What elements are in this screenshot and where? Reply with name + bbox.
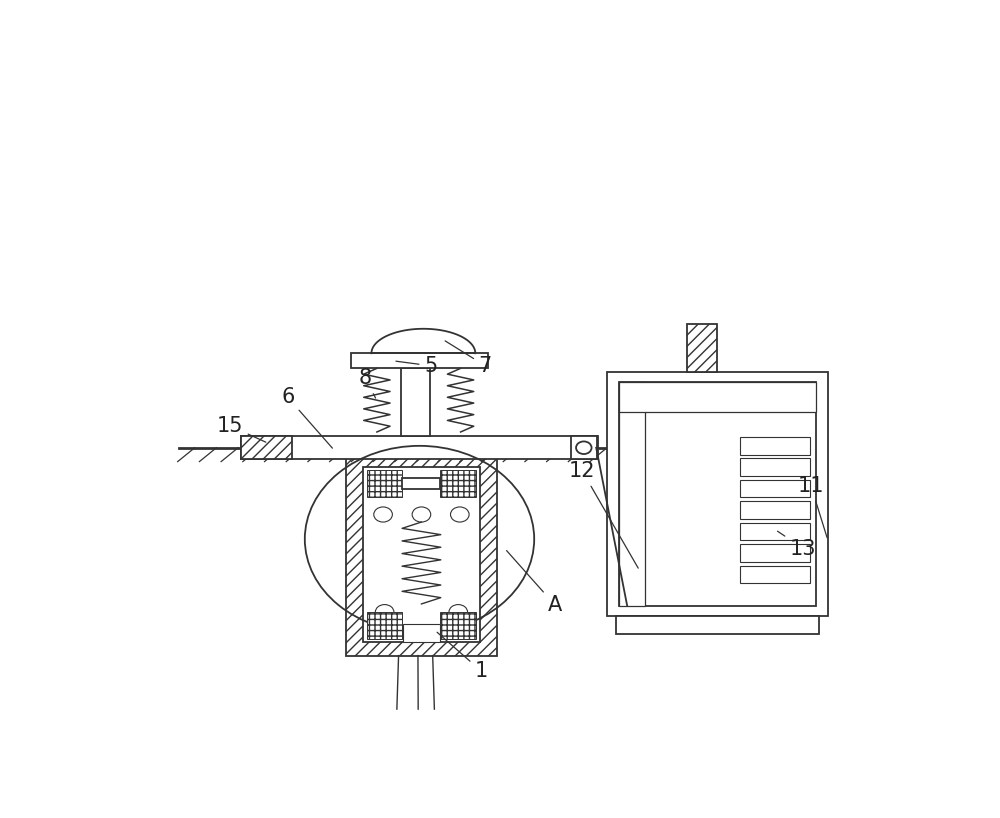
Text: A: A — [507, 551, 562, 615]
Bar — [367, 612, 402, 639]
Bar — [740, 480, 810, 497]
Bar — [351, 353, 488, 368]
Bar — [241, 436, 598, 459]
Text: 11: 11 — [798, 475, 827, 537]
Circle shape — [412, 507, 431, 522]
Bar — [619, 381, 816, 412]
Bar — [740, 501, 810, 519]
Text: 5: 5 — [396, 356, 438, 375]
Text: 13: 13 — [778, 531, 816, 559]
Bar — [619, 381, 645, 606]
Bar — [740, 544, 810, 562]
Text: 12: 12 — [569, 461, 638, 569]
Bar — [363, 466, 480, 642]
Bar — [346, 453, 497, 655]
Text: 1: 1 — [437, 632, 488, 681]
Bar — [367, 470, 402, 497]
Text: 6: 6 — [281, 388, 332, 448]
Circle shape — [450, 507, 469, 522]
Text: 7: 7 — [445, 341, 492, 375]
Bar — [616, 616, 819, 633]
Bar — [740, 437, 810, 455]
Bar — [241, 436, 292, 459]
Bar — [619, 381, 816, 606]
Bar — [607, 371, 828, 616]
Bar — [440, 612, 476, 639]
Bar — [740, 523, 810, 541]
Bar — [403, 624, 440, 642]
Text: 8: 8 — [359, 368, 376, 398]
Circle shape — [576, 442, 592, 454]
Bar — [740, 565, 810, 583]
Bar — [571, 436, 597, 459]
Bar — [740, 458, 810, 476]
Bar — [440, 470, 476, 497]
Circle shape — [374, 507, 392, 522]
Bar — [687, 324, 717, 371]
Text: 15: 15 — [216, 416, 266, 443]
Bar — [401, 368, 430, 436]
Bar — [402, 479, 440, 489]
